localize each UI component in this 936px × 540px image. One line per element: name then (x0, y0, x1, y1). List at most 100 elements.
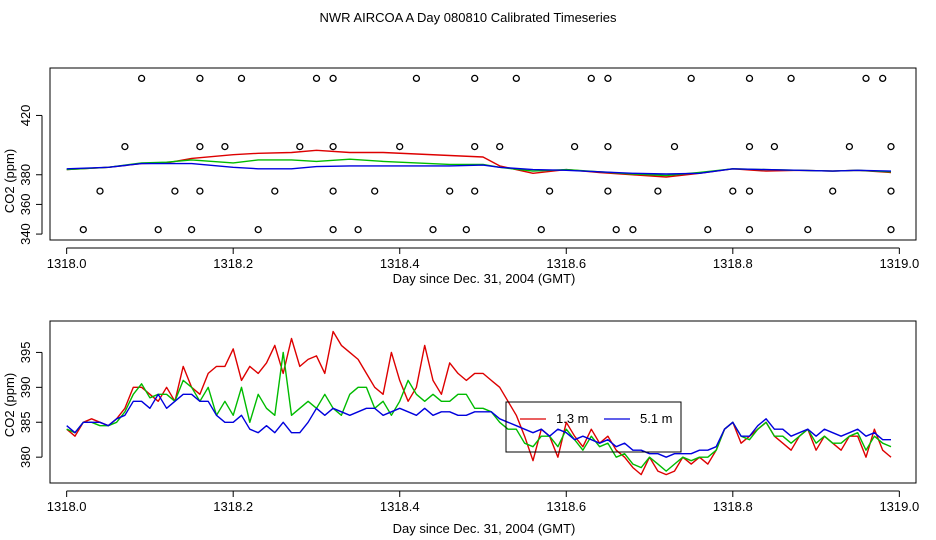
top-marker-point (446, 187, 454, 195)
top-marker-point (745, 225, 754, 234)
top-marker-point (254, 225, 262, 234)
top-marker-point (670, 142, 679, 151)
top-x-axis: 1318.0 1318.2 1318.4 1318.6 1318.8 1319.0 (47, 247, 919, 271)
top-marker-point (329, 187, 337, 195)
top-marker-point (187, 225, 196, 234)
top-x-tick-label: 1318.2 (213, 256, 253, 271)
bottom-x-tick-label: 1318.2 (213, 499, 253, 514)
top-plot-frame (49, 67, 917, 241)
top-series-group (66, 149, 892, 178)
bottom-x-tick-label: 1318.4 (380, 499, 420, 514)
top-x-tick-label: 1318.4 (380, 256, 420, 271)
legend-box (505, 401, 682, 453)
top-marker-point (804, 225, 812, 234)
top-marker-point (512, 74, 520, 83)
top-marker-point (604, 74, 612, 83)
top-marker-point (570, 142, 579, 151)
bottom-y-tick-label: 380 (18, 446, 33, 468)
top-marker-point (462, 225, 470, 234)
bottom-series-1-3-m (66, 330, 892, 476)
top-marker-point (154, 225, 162, 234)
top-panel: 1318.0 1318.2 1318.4 1318.6 1318.8 1319.0 340… (2, 67, 919, 286)
bottom-y-axis-label: CO2 (ppm) (2, 373, 17, 437)
top-marker-point (471, 74, 479, 83)
top-marker-point (604, 142, 612, 151)
top-marker-point (537, 225, 545, 234)
top-marker-point (137, 74, 146, 83)
top-series-blue (66, 162, 892, 175)
top-y-axis: 340 360 380 420 (18, 105, 43, 245)
top-marker-point (879, 74, 887, 83)
chart-title: NWR AIRCOA A Day 080810 Calibrated Times… (320, 10, 617, 25)
top-marker-point (196, 187, 204, 195)
bottom-x-tick-label: 1318.0 (47, 499, 87, 514)
top-marker-point (429, 225, 437, 234)
bottom-legend: 1.3 m 5.1 m (505, 401, 682, 453)
top-marker-point (354, 225, 362, 234)
bottom-x-tick-label: 1318.8 (713, 499, 753, 514)
top-marker-point (471, 142, 479, 151)
top-marker-point (496, 142, 504, 151)
bottom-y-tick-label: 385 (18, 411, 33, 433)
top-marker-point (787, 74, 795, 83)
top-y-tick-label: 420 (18, 105, 33, 127)
bottom-series-5-1-m (66, 393, 891, 458)
top-marker-point (171, 187, 179, 195)
top-marker-point (471, 187, 479, 195)
top-x-tick-label: 1319.0 (879, 256, 919, 271)
top-marker-point (329, 142, 337, 151)
bottom-series-green (66, 351, 892, 472)
top-marker-point (729, 187, 737, 195)
top-marker-point (745, 74, 754, 83)
top-marker-point (887, 187, 895, 195)
bottom-y-tick-label: 390 (18, 376, 33, 398)
top-marker-point (79, 225, 87, 234)
legend-label-5-1m: 5.1 m (640, 411, 673, 426)
top-marker-point (271, 187, 279, 195)
bottom-x-tick-label: 1319.0 (879, 499, 919, 514)
bottom-series-group (66, 330, 892, 476)
top-x-tick-label: 1318.6 (546, 256, 586, 271)
top-marker-point (412, 74, 421, 83)
bottom-plot-frame (49, 320, 917, 484)
top-marker-point (745, 142, 754, 151)
top-marker-point (604, 187, 612, 195)
top-points-group (79, 74, 895, 234)
top-x-tick-label: 1318.0 (47, 256, 87, 271)
top-marker-point (545, 187, 554, 195)
top-marker-point (329, 225, 337, 234)
top-marker-point (312, 74, 321, 83)
top-marker-point (587, 74, 595, 83)
legend-label-1-3m: 1.3 m (556, 411, 589, 426)
top-marker-point (196, 142, 204, 151)
top-marker-point (829, 187, 837, 195)
bottom-x-axis-label: Day since Dec. 31, 2004 (GMT) (393, 521, 576, 536)
top-marker-point (329, 74, 337, 83)
top-marker-point (396, 142, 404, 151)
bottom-y-tick-label: 395 (18, 342, 33, 364)
top-marker-point (862, 74, 870, 83)
top-marker-point (612, 225, 620, 234)
top-marker-point (887, 225, 895, 234)
top-marker-point (96, 187, 104, 195)
top-marker-point (704, 225, 712, 234)
top-marker-point (629, 225, 637, 234)
top-marker-point (745, 187, 754, 195)
top-y-axis-label: CO2 (ppm) (2, 149, 17, 213)
top-marker-point (121, 142, 129, 151)
bottom-panel: 1318.0 1318.2 1318.4 1318.6 1318.8 1319.0 380… (2, 320, 919, 536)
top-marker-point (770, 142, 779, 151)
top-y-tick-label: 360 (18, 194, 33, 216)
top-series-green (66, 158, 892, 177)
bottom-x-axis: 1318.0 1318.2 1318.4 1318.6 1318.8 1319.0 (47, 490, 919, 514)
bottom-x-tick-label: 1318.6 (546, 499, 586, 514)
bottom-y-axis: 380 385 390 395 (18, 342, 43, 468)
top-marker-point (887, 142, 895, 151)
top-x-axis-label: Day since Dec. 31, 2004 (GMT) (393, 271, 576, 286)
top-series-red (66, 149, 892, 178)
top-marker-point (221, 142, 229, 151)
top-x-tick-label: 1318.8 (713, 256, 753, 271)
top-marker-point (196, 74, 204, 83)
top-y-tick-label: 380 (18, 164, 33, 186)
